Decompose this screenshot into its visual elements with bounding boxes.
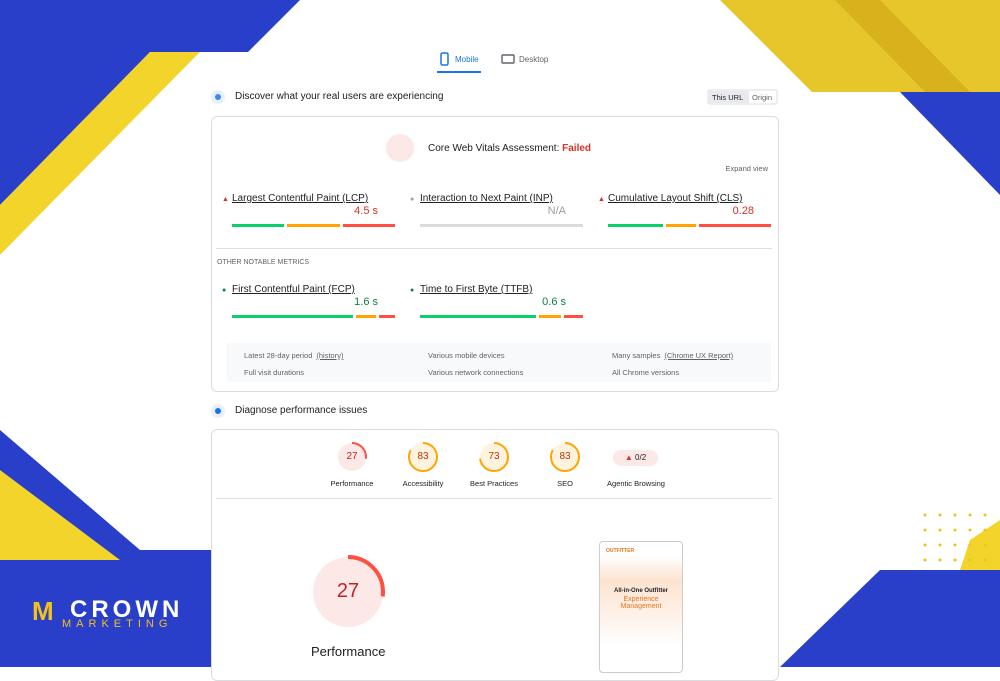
score-label: Performance <box>330 479 374 488</box>
footer-text: Many samples <box>612 351 661 360</box>
gauge-bg <box>480 443 508 471</box>
distribution-segment <box>539 315 562 318</box>
divider <box>216 248 772 249</box>
gauge <box>311 555 385 629</box>
footer-item: Full visit durations <box>244 368 304 377</box>
footer-item: Various mobile devices <box>428 351 505 360</box>
gauge-bg <box>409 443 437 471</box>
gauge-arc <box>311 555 385 629</box>
main-score-label: Performance <box>311 644 386 659</box>
gauge-score: 83 <box>417 451 429 462</box>
gauge-score: 27 <box>346 451 358 462</box>
toggle-url[interactable]: This URL <box>712 93 744 102</box>
agentic-label: Agentic Browsing <box>607 479 665 488</box>
distribution-segment <box>232 315 353 318</box>
score-label: Best Practices <box>470 479 518 488</box>
footer-text: All Chrome versions <box>612 368 680 377</box>
distribution-segment <box>286 224 341 227</box>
gauge-arc <box>550 442 580 472</box>
preview-headline: All-in-One Outfitter <box>614 588 668 594</box>
metric-value: 4.5 s <box>354 205 378 217</box>
logo-name: CROWN <box>70 596 184 623</box>
distribution-segment <box>608 224 663 227</box>
other-heading: OTHER NOTABLE METRICS <box>217 259 310 266</box>
footer-item: Latest 28-day period (history) <box>244 351 343 360</box>
gauge-bg <box>313 557 383 627</box>
gauge <box>550 442 580 472</box>
metric-dot: ● <box>410 196 415 203</box>
gauge <box>479 442 509 472</box>
footer-item: All Chrome versions <box>612 368 679 377</box>
footer-text: Latest 28-day period <box>244 351 313 360</box>
metric-dot: ▲ <box>598 196 605 203</box>
tab-desktop[interactable]: Desktop <box>519 55 549 64</box>
assessment-icon <box>386 134 414 162</box>
metric-dot: ● <box>222 287 227 294</box>
metric-value: 1.6 s <box>354 296 378 308</box>
distribution-segment <box>355 315 377 318</box>
metric-bar <box>232 315 395 318</box>
footer-link[interactable]: (Chrome UX Report) <box>664 351 734 360</box>
score-label: SEO <box>557 479 573 488</box>
assessment-label: Core Web Vitals Assessment: <box>428 143 560 154</box>
metric-bar <box>420 315 584 318</box>
section-title: Diagnose performance issues <box>235 405 368 416</box>
assessment-status: Failed <box>562 143 592 154</box>
gauge-bg <box>551 443 579 471</box>
tab-mobile[interactable]: Mobile <box>455 55 479 64</box>
metric-name: Time to First Byte (TTFB) <box>420 284 533 295</box>
metric-name: Interaction to Next Paint (INP) <box>420 193 553 204</box>
metric-value: N/A <box>547 205 566 217</box>
distribution-segment <box>232 224 284 227</box>
metric-value: 0.6 s <box>542 296 566 308</box>
distribution-segment <box>420 315 537 318</box>
footer-link[interactable]: (history) <box>316 351 344 360</box>
distribution-segment <box>564 315 584 318</box>
expand-view[interactable]: Expand view <box>725 164 768 173</box>
gauge <box>408 442 438 472</box>
metric-name: Cumulative Layout Shift (CLS) <box>608 193 743 204</box>
gauge-arc <box>408 442 438 472</box>
assessment: Core Web Vitals Assessment: Failed <box>428 143 591 154</box>
agentic-value: 0/2 <box>635 453 647 462</box>
footer-text: Various mobile devices <box>428 351 505 360</box>
logo-tagline: MARKETING <box>62 618 173 630</box>
distribution-segment <box>343 224 395 227</box>
distribution-segment <box>698 224 771 227</box>
metric-bar <box>420 224 583 227</box>
gauge-arc <box>337 442 367 472</box>
toggle-origin[interactable]: Origin <box>752 93 773 102</box>
svg-text:M: M <box>32 596 54 626</box>
footer-text: Various network connections <box>428 368 524 377</box>
metric-value: 0.28 <box>732 205 754 217</box>
footer-text: Full visit durations <box>244 368 305 377</box>
agentic-score: ▲ 0/2 <box>613 450 658 466</box>
metric-dot: ▲ <box>222 196 229 203</box>
gauge-bg <box>338 443 366 471</box>
gauge <box>337 442 367 472</box>
distribution-segment <box>665 224 696 227</box>
footer-item: Various network connections <box>428 368 523 377</box>
metric-bar <box>608 224 771 227</box>
score-label: Accessibility <box>402 479 444 488</box>
gauge-score: 27 <box>336 580 360 602</box>
metric-bar <box>232 224 395 227</box>
metric-dot: ● <box>410 287 415 294</box>
page-preview: OUTFITTER All-in-One Outfitter Experienc… <box>599 541 683 673</box>
preview-subhead: Experience Management <box>620 596 662 610</box>
footer-item: Many samples (Chrome UX Report) <box>612 351 733 360</box>
gauge-score: 73 <box>488 451 500 462</box>
gauge-score: 83 <box>559 451 571 462</box>
section-title: Discover what your real users are experi… <box>235 91 444 102</box>
distribution-segment <box>379 315 395 318</box>
metric-name: First Contentful Paint (FCP) <box>232 284 355 295</box>
divider <box>216 498 772 499</box>
footer-box <box>227 343 771 382</box>
gauge-arc <box>479 442 509 472</box>
metric-name: Largest Contentful Paint (LCP) <box>232 193 369 204</box>
